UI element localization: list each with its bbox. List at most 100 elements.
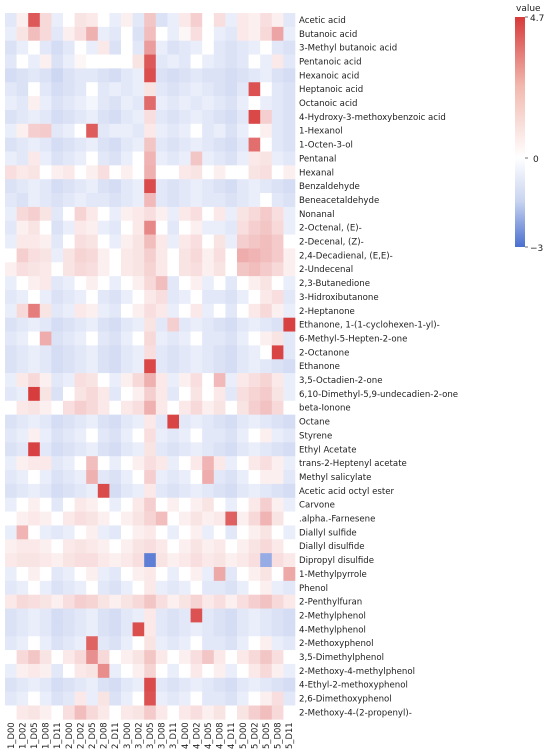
row-label: 2-Decenal, (Z)- <box>299 238 364 248</box>
column-label: 3_D02 <box>133 722 143 749</box>
heatmap-cell <box>155 553 168 568</box>
heatmap-cell <box>97 497 110 512</box>
heatmap-cell <box>109 13 122 28</box>
heatmap-cell <box>51 553 64 568</box>
heatmap-cell <box>74 123 87 138</box>
heatmap-cell <box>86 68 99 83</box>
heatmap-cell <box>167 608 180 623</box>
heatmap-cell <box>16 608 29 623</box>
heatmap-cell <box>16 594 29 609</box>
heatmap-cell <box>190 234 203 249</box>
heatmap-cell <box>248 511 261 526</box>
heatmap-cell <box>225 96 238 111</box>
heatmap-cell <box>132 691 145 706</box>
heatmap-cell <box>51 386 64 402</box>
heatmap-cell <box>109 276 122 291</box>
row-label: Styrene <box>299 431 332 441</box>
heatmap-cell <box>121 373 133 388</box>
heatmap-cell <box>202 567 215 582</box>
heatmap-cell <box>132 248 145 263</box>
column-label: 2_D00 <box>64 722 74 749</box>
heatmap-cell <box>179 40 191 55</box>
heatmap-cell <box>39 82 52 97</box>
heatmap-cell <box>225 206 238 222</box>
heatmap-cell <box>121 331 133 346</box>
heatmap-cell <box>86 234 99 249</box>
heatmap-cell <box>155 608 168 623</box>
heatmap-cell <box>179 650 191 665</box>
heatmap-cell <box>39 539 52 554</box>
heatmap-cell <box>121 359 133 374</box>
heatmap-cell <box>109 248 122 263</box>
heatmap-cell <box>225 373 238 388</box>
heatmap-cell <box>271 303 284 318</box>
heatmap-cell <box>132 580 145 595</box>
heatmap-cell <box>167 567 180 582</box>
heatmap-cell <box>225 414 238 429</box>
row-label: 2-Octenal, (E)- <box>299 224 362 234</box>
heatmap-cell <box>132 386 145 402</box>
heatmap-cell <box>167 456 180 471</box>
heatmap-cell <box>97 303 110 318</box>
heatmap-cell <box>225 539 238 554</box>
heatmap-cell <box>132 456 145 471</box>
heatmap-cell <box>213 26 226 41</box>
heatmap-cell <box>248 594 261 609</box>
heatmap-cell <box>144 677 157 692</box>
heatmap-cell <box>271 13 284 28</box>
heatmap-cell <box>51 151 64 166</box>
heatmap-cell <box>283 68 296 83</box>
heatmap-cell <box>39 179 52 194</box>
heatmap-cell <box>260 248 273 263</box>
heatmap-cell <box>179 400 191 415</box>
heatmap-cell <box>39 331 52 346</box>
heatmap-cell <box>271 40 284 55</box>
heatmap-cell <box>109 317 122 332</box>
heatmap-cell <box>74 331 87 346</box>
heatmap-cell <box>237 414 249 429</box>
heatmap-cell <box>51 414 64 429</box>
heatmap-cell <box>121 483 133 499</box>
heatmap-cell <box>28 456 41 471</box>
heatmap-cell <box>121 400 133 415</box>
heatmap-cell <box>51 650 64 665</box>
heatmap-cell <box>86 442 99 457</box>
heatmap-cell <box>225 511 238 526</box>
heatmap-cell <box>16 220 29 235</box>
heatmap-cell <box>97 594 110 609</box>
heatmap-cell <box>167 234 180 249</box>
heatmap-cell <box>86 345 99 360</box>
heatmap-cell <box>86 40 99 55</box>
heatmap-cell <box>225 580 238 595</box>
heatmap-cell <box>132 497 145 512</box>
heatmap-cell <box>260 691 273 706</box>
heatmap-cell <box>121 151 133 166</box>
heatmap-cell <box>271 608 284 623</box>
heatmap-cell <box>63 677 75 692</box>
heatmap-cell <box>51 317 64 332</box>
heatmap-cell <box>190 96 203 111</box>
heatmap-cell <box>248 317 261 332</box>
heatmap-cell <box>283 400 296 415</box>
heatmap-cell <box>155 539 168 554</box>
heatmap-cell <box>121 248 133 263</box>
heatmap-cell <box>179 663 191 679</box>
heatmap-cell <box>121 470 133 485</box>
heatmap-cell <box>248 82 261 97</box>
heatmap-cell <box>237 26 249 41</box>
heatmap-cell <box>283 137 296 152</box>
heatmap-cell <box>271 594 284 609</box>
heatmap-cell <box>155 262 168 277</box>
heatmap-cell <box>155 151 168 166</box>
heatmap-cell <box>283 594 296 609</box>
heatmap-cell <box>144 650 157 665</box>
heatmap-cell <box>179 483 191 499</box>
heatmap-cell <box>179 677 191 692</box>
heatmap-cell <box>179 290 191 305</box>
heatmap-cell <box>28 622 41 637</box>
heatmap-cell <box>225 68 238 83</box>
heatmap-cell <box>63 82 75 97</box>
heatmap-cell <box>144 428 157 443</box>
heatmap-cell <box>179 580 191 595</box>
heatmap-cell <box>283 677 296 692</box>
